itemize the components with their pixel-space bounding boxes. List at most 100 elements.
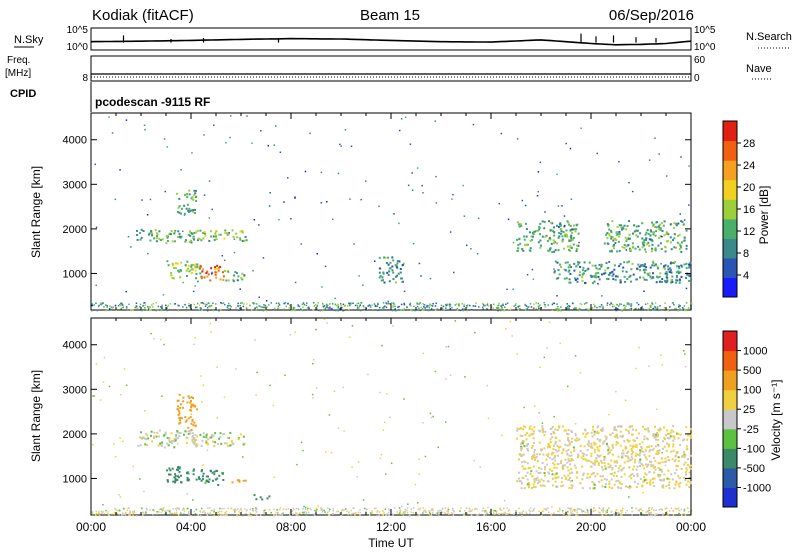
noise-point <box>262 257 265 259</box>
data-point <box>625 270 628 273</box>
data-point <box>557 249 560 252</box>
data-point <box>611 446 614 449</box>
data-point <box>527 467 530 470</box>
data-point <box>181 406 184 409</box>
data-point <box>651 449 654 451</box>
data-point <box>613 426 616 429</box>
data-point <box>630 280 632 283</box>
data-point <box>545 454 548 457</box>
data-point <box>648 448 651 451</box>
ground-point <box>302 508 304 510</box>
data-point <box>554 260 557 263</box>
data-point <box>661 281 663 283</box>
beam-title: Beam 15 <box>360 7 420 24</box>
data-point <box>672 449 675 452</box>
noise-point <box>367 373 369 376</box>
ground-point <box>631 309 634 311</box>
data-point <box>184 240 187 243</box>
data-point <box>681 241 683 244</box>
ground-point <box>626 303 629 305</box>
data-point <box>199 229 202 232</box>
ground-point <box>322 302 324 305</box>
noise-point <box>326 322 328 324</box>
data-point <box>542 453 545 456</box>
data-point <box>617 470 620 473</box>
ground-point <box>519 512 521 515</box>
noise-point <box>590 465 592 468</box>
ground-point <box>332 513 334 515</box>
ground-point <box>112 306 114 309</box>
data-point <box>582 472 585 475</box>
data-point <box>168 473 170 476</box>
data-point <box>204 232 206 235</box>
data-point <box>540 449 543 452</box>
data-point <box>178 232 181 235</box>
data-point <box>654 438 657 441</box>
ground-point <box>135 305 138 307</box>
data-point <box>652 456 655 459</box>
data-point <box>677 475 680 477</box>
noise-point <box>379 457 382 460</box>
noise-point <box>661 364 664 366</box>
data-point <box>635 486 638 489</box>
data-point <box>606 232 609 235</box>
data-point <box>189 416 192 419</box>
freq-unit-label: [MHz] <box>5 68 31 79</box>
ground-point <box>377 303 379 306</box>
ground-point <box>572 508 575 511</box>
noise-point <box>392 325 394 327</box>
ground-point <box>127 309 129 311</box>
velocity-colorbar-label: Velocity [m s⁻¹] <box>769 379 783 460</box>
ground-point <box>297 507 299 510</box>
ground-point <box>481 510 484 512</box>
data-point <box>582 458 585 461</box>
ground-point <box>229 304 231 307</box>
ground-point <box>690 302 693 304</box>
data-point <box>565 277 568 280</box>
data-point <box>662 266 665 269</box>
data-point <box>657 225 660 228</box>
data-point <box>605 442 608 445</box>
ground-point <box>254 307 256 309</box>
data-point <box>519 427 522 430</box>
ground-point <box>359 509 361 511</box>
data-point <box>666 276 669 279</box>
data-point <box>629 459 632 461</box>
ground-point <box>545 509 548 511</box>
ground-point <box>423 306 425 308</box>
ground-point <box>144 307 146 309</box>
noise-point <box>625 249 628 251</box>
ground-point <box>107 513 110 516</box>
data-point <box>658 275 661 278</box>
data-point <box>640 450 643 453</box>
data-point <box>620 228 623 231</box>
data-point <box>638 454 641 457</box>
data-point <box>598 462 600 465</box>
data-point <box>664 280 667 283</box>
data-point <box>679 271 682 274</box>
data-point <box>577 263 580 266</box>
ground-point <box>569 513 572 516</box>
ground-point <box>305 304 308 307</box>
data-point <box>607 466 610 469</box>
ground-point <box>653 509 655 512</box>
ground-point <box>249 304 251 307</box>
data-point <box>674 472 677 475</box>
data-point <box>645 478 648 481</box>
noise-point <box>92 395 94 397</box>
ground-point <box>276 509 278 511</box>
data-point <box>175 434 178 437</box>
noise-point <box>390 462 393 465</box>
ground-point <box>332 512 334 515</box>
ground-point <box>314 509 316 512</box>
ground-point <box>183 510 186 512</box>
data-point <box>595 267 598 270</box>
data-point <box>683 438 686 441</box>
noise-point <box>194 337 197 339</box>
noise-point <box>407 503 409 505</box>
data-point <box>615 429 618 432</box>
ground-point <box>243 508 246 510</box>
ground-point <box>565 514 568 517</box>
ground-point <box>239 305 241 307</box>
noise-point <box>569 147 572 150</box>
